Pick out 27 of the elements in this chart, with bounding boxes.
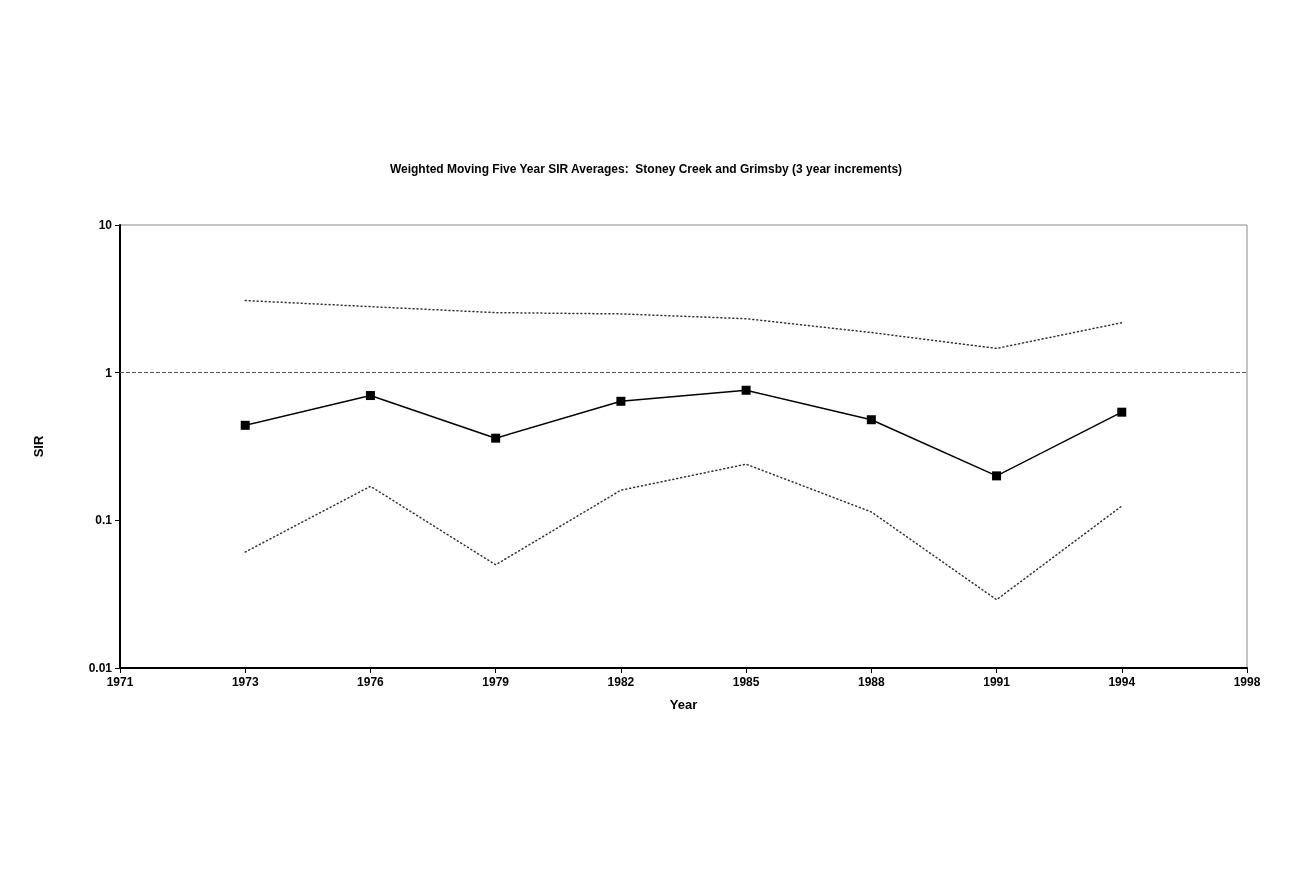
line-series	[244, 299, 1123, 350]
x-tick-label: 1976	[357, 675, 385, 689]
y-tick-label: 1	[105, 365, 113, 380]
x-tick-label: 1979	[482, 675, 510, 689]
x-tick-label: 1988	[857, 675, 885, 689]
y-tick-label: 0.1	[95, 513, 113, 528]
y-axis-title: SIR	[31, 435, 46, 458]
point	[741, 385, 751, 395]
y-tick-label: 0.01	[88, 661, 113, 675]
point	[866, 415, 876, 425]
line-series	[244, 463, 1123, 601]
x-tick-label: 1998	[1233, 675, 1261, 689]
x-tick-label: 1982	[607, 675, 635, 689]
point	[365, 391, 375, 401]
point	[491, 433, 501, 443]
x-axis-title: Year	[669, 697, 698, 712]
x-tick-label: 1994	[1108, 675, 1136, 689]
point	[616, 396, 626, 406]
x-tick-label: 1973	[231, 675, 259, 689]
chart-title: Weighted Moving Five Year SIR Averages: Stoney Creek and Grimsby (3 year increments)	[389, 162, 903, 176]
y-tick-label: 10	[98, 218, 113, 232]
point	[1117, 407, 1127, 417]
x-tick-label: 1991	[983, 675, 1011, 689]
point	[992, 471, 1002, 481]
x-tick-label: 1971	[106, 675, 134, 689]
point	[240, 420, 250, 430]
x-tick-label: 1985	[732, 675, 760, 689]
